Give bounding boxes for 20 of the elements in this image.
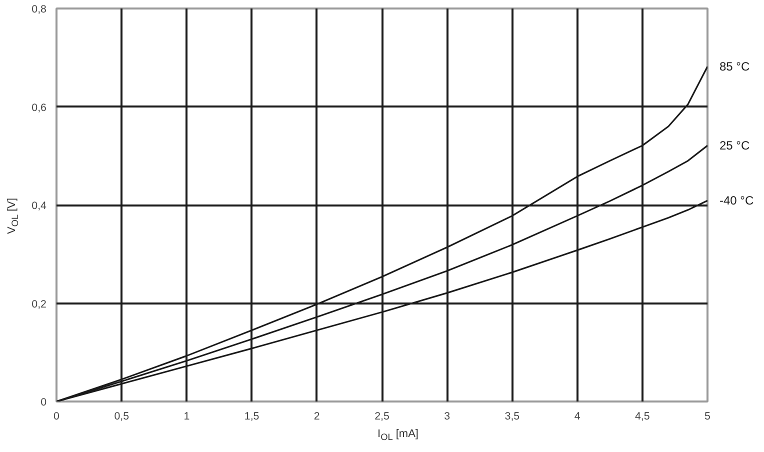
x-axis-title: I$_{OL}$ [mA] (378, 427, 418, 444)
y-tick-label: 0,2 (32, 298, 47, 310)
x-tick-label: 2,5 (374, 410, 390, 422)
x-tick-label: 4 (574, 410, 580, 422)
x-tick-label: 1 (184, 410, 190, 422)
series-label: 85 °C (720, 59, 750, 74)
x-tick-label: 5 (704, 410, 711, 422)
x-tick-label: 3 (444, 410, 450, 422)
y-tick-label: 0,6 (32, 102, 47, 114)
y-tick-label: 0 (40, 396, 47, 408)
y-tick-label: 0,8 (32, 4, 47, 16)
y-tick-label: 0,4 (32, 200, 47, 212)
series-label: -40 °C (720, 194, 754, 208)
x-tick-label: 0,5 (114, 410, 130, 422)
series-label: 25 °C (720, 138, 750, 153)
x-tick-label: 3,5 (504, 410, 520, 422)
x-tick-label: 2 (314, 410, 320, 422)
x-tick-label: 0 (54, 410, 60, 422)
x-tick-label: 1,5 (244, 410, 260, 422)
x-tick-label: 4,5 (634, 410, 650, 422)
